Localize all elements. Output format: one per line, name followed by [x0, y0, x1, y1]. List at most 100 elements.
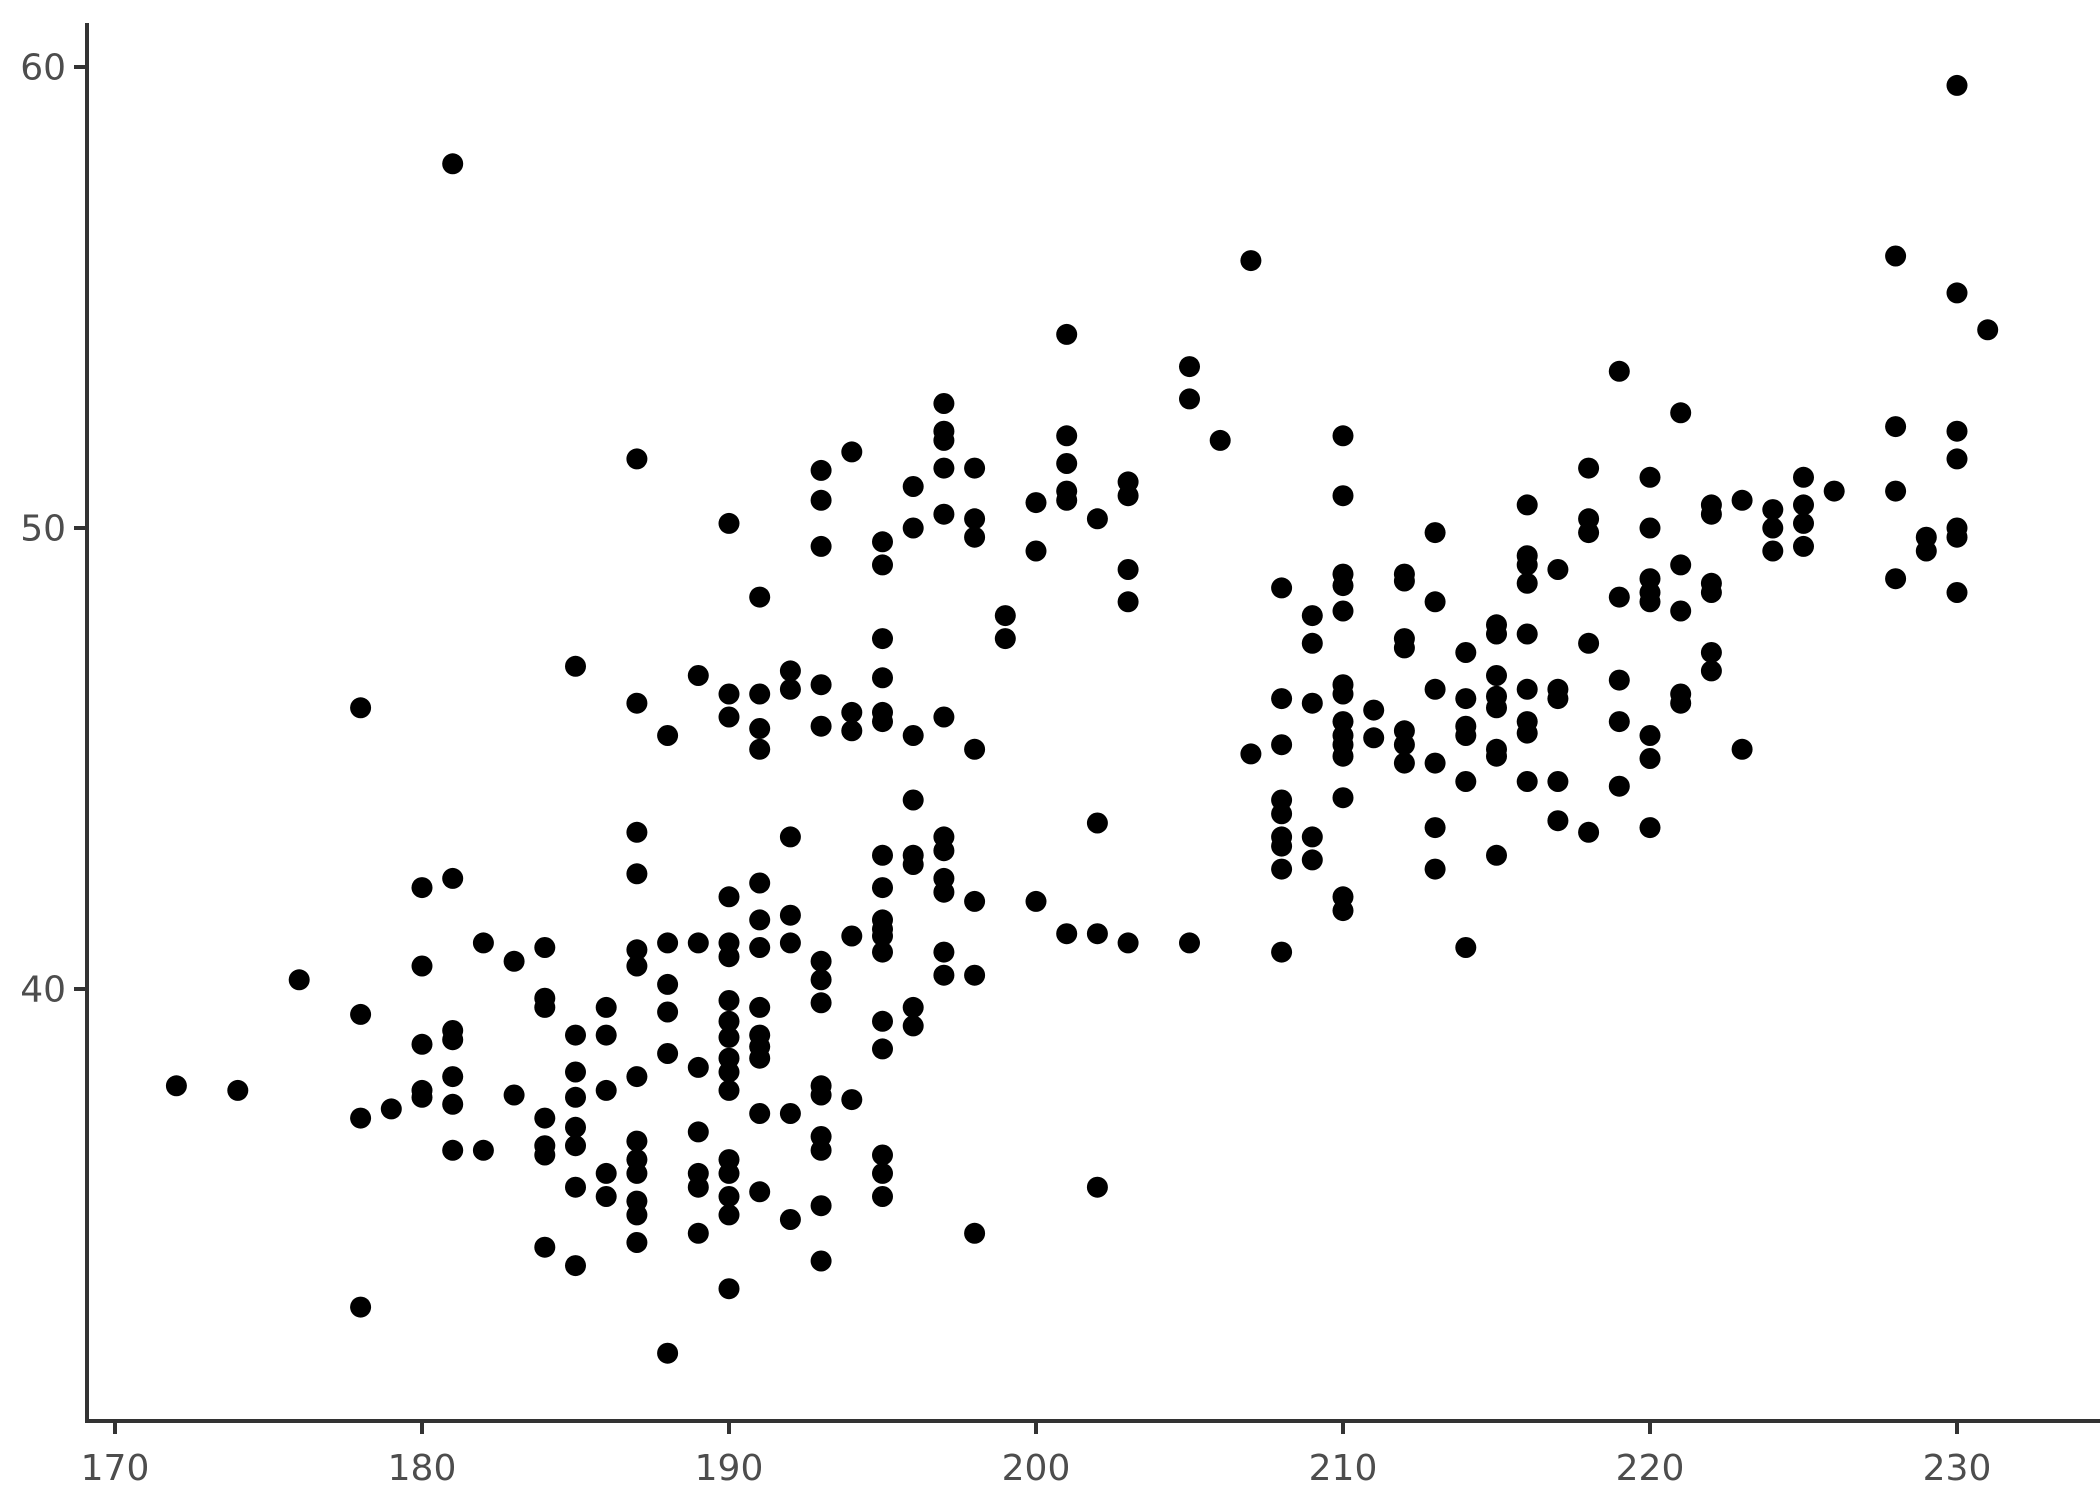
data-point: [1608, 669, 1630, 691]
data-point: [1946, 526, 1968, 548]
data-point: [534, 937, 556, 958]
data-point: [718, 990, 740, 1011]
data-point: [626, 692, 648, 714]
data-point: [1455, 771, 1477, 792]
data-point: [841, 701, 863, 723]
data-point: [1823, 480, 1845, 502]
data-point: [1486, 745, 1507, 767]
data-point: [1793, 494, 1814, 516]
data-point: [749, 718, 771, 739]
data-point: [1608, 360, 1630, 382]
data-point: [1086, 812, 1108, 834]
data-point: [1424, 522, 1446, 544]
data-point: [1025, 890, 1047, 912]
data-point: [595, 1024, 617, 1046]
data-point: [442, 153, 464, 175]
data-point: [1639, 517, 1661, 539]
data-point: [933, 429, 955, 451]
data-point: [1271, 734, 1293, 756]
data-point: [626, 1066, 648, 1088]
data-point: [902, 725, 924, 746]
data-point: [779, 678, 801, 700]
data-point: [718, 1010, 740, 1032]
data-point: [595, 1162, 617, 1184]
data-point: [964, 1222, 986, 1244]
data-point: [1608, 586, 1630, 608]
data-point: [626, 1130, 648, 1152]
data-point: [779, 660, 801, 682]
data-point: [810, 1195, 832, 1217]
data-point: [503, 1084, 525, 1106]
data-point: [1639, 817, 1661, 839]
data-point: [872, 1038, 893, 1060]
x-tick-label: 220: [1616, 1448, 1685, 1489]
data-point: [472, 932, 494, 954]
data-point: [534, 1107, 556, 1129]
data-point: [1516, 494, 1538, 516]
data-point: [994, 628, 1016, 650]
data-point: [933, 393, 955, 414]
data-point: [718, 1186, 740, 1207]
data-point: [1639, 591, 1661, 613]
data-point: [1700, 503, 1722, 525]
data-point: [1639, 466, 1661, 488]
data-point: [1762, 540, 1784, 562]
data-point: [749, 872, 771, 894]
data-point: [718, 1278, 740, 1300]
data-point: [872, 1010, 893, 1032]
data-point: [872, 554, 893, 576]
data-point: [1271, 577, 1293, 599]
data-point: [1762, 499, 1784, 521]
data-point: [165, 1075, 187, 1097]
data-point: [1946, 448, 1968, 470]
data-point: [841, 925, 863, 947]
data-point: [534, 996, 556, 1018]
data-point: [350, 1003, 372, 1025]
data-point: [1179, 388, 1200, 410]
data-point: [1977, 319, 1999, 341]
data-point: [626, 448, 648, 470]
data-point: [1393, 734, 1415, 756]
data-point: [1424, 591, 1446, 613]
data-point: [1332, 600, 1354, 622]
data-point: [503, 950, 525, 972]
data-point: [1424, 817, 1446, 839]
data-point: [810, 1250, 832, 1272]
data-point: [779, 932, 801, 954]
data-point: [657, 1342, 679, 1364]
data-point: [749, 1181, 771, 1203]
data-point: [1301, 826, 1323, 848]
data-point: [380, 1098, 402, 1120]
data-point: [1946, 582, 1968, 603]
data-point: [1424, 752, 1446, 774]
data-point: [1700, 660, 1722, 682]
data-point: [350, 1107, 372, 1129]
data-point: [1332, 900, 1354, 922]
data-point: [1700, 582, 1722, 603]
data-point: [687, 1222, 709, 1244]
data-point: [1117, 559, 1139, 580]
data-point: [657, 932, 679, 954]
data-point: [1885, 416, 1907, 438]
data-point: [1578, 632, 1600, 654]
data-point: [902, 517, 924, 539]
data-point: [1025, 492, 1047, 514]
data-point: [565, 655, 586, 677]
data-point: [1516, 678, 1538, 700]
data-point: [718, 1061, 740, 1083]
data-point: [749, 683, 771, 705]
data-point: [1946, 420, 1968, 442]
data-point: [442, 1093, 464, 1115]
data-point: [1271, 858, 1293, 880]
data-point: [810, 950, 832, 972]
points-layer: [165, 74, 1999, 1364]
data-point: [1608, 775, 1630, 797]
data-point: [779, 1209, 801, 1230]
data-point: [718, 1079, 740, 1101]
data-point: [718, 512, 740, 534]
data-point: [1301, 632, 1323, 654]
data-point: [749, 586, 771, 608]
data-point: [442, 1139, 464, 1161]
data-point: [1301, 849, 1323, 871]
data-point: [718, 1026, 740, 1048]
